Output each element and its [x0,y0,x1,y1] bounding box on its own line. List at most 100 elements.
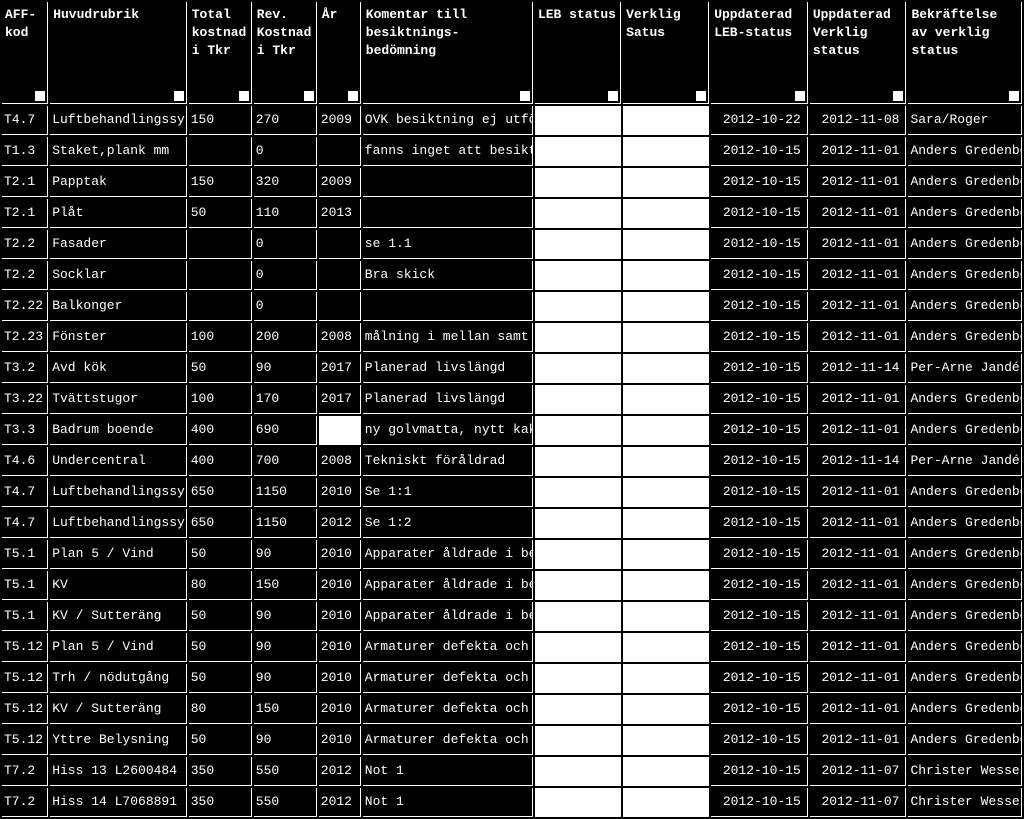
cell-rev: 1150 [254,509,317,538]
cell-rev: 0 [254,292,317,321]
cell-kom: Armaturer defekta och ej [363,726,533,755]
cell-rev: 0 [254,261,317,290]
cell-aff: T3.3 [2,416,48,445]
filter-handle-icon[interactable] [1009,91,1019,101]
cell-tot: 50 [189,633,252,662]
cell-ar: 2012 [319,757,361,786]
cell-verk [623,323,709,352]
cell-leb [535,137,621,166]
cell-tot: 50 [189,540,252,569]
cell-uverk: 2012-11-01 [810,261,907,290]
table-row: T5.12Trh / nödutgång50902010Armaturer de… [2,664,1022,693]
filter-handle-icon[interactable] [520,91,530,101]
cell-rub: Fasader [50,230,187,259]
cell-aff: T2.22 [2,292,48,321]
cell-uverk: 2012-11-01 [810,323,907,352]
cell-bek: Anders Gredenborg [908,261,1022,290]
cell-bek: Christer Wessel [908,757,1022,786]
col-header-2: Total kostnad i Tkr [189,2,252,104]
cell-aff: T5.12 [2,726,48,755]
cell-ar: 2010 [319,633,361,662]
cell-tot [189,292,252,321]
table-row: T2.22Balkonger02012-10-152012-11-01Ander… [2,292,1022,321]
cell-verk [623,106,709,135]
cell-tot: 80 [189,571,252,600]
filter-handle-icon[interactable] [893,91,903,101]
table-row: T2.23Fönster1002002008målning i mellan s… [2,323,1022,352]
cell-rub: Badrum boende [50,416,187,445]
cell-tot: 100 [189,385,252,414]
cell-leb [535,509,621,538]
cell-rub: Socklar [50,261,187,290]
cell-ar: 2010 [319,571,361,600]
col-header-8: Uppdaterad LEB-status [711,2,808,104]
table-row: T4.7Luftbehandlingssys1502702009OVK besi… [2,106,1022,135]
cell-tot: 50 [189,664,252,693]
cell-tot [189,261,252,290]
cell-kom: Armaturer defekta och ej [363,695,533,724]
cell-aff: T3.2 [2,354,48,383]
table-row: T7.2Hiss 14 L70688913505502012Not 12012-… [2,788,1022,817]
cell-uleb: 2012-10-15 [711,354,808,383]
cell-kom: Apparater åldrade i bel. [363,602,533,631]
filter-handle-icon[interactable] [348,91,358,101]
filter-handle-icon[interactable] [304,91,314,101]
cell-rub: Undercentral [50,447,187,476]
cell-leb [535,571,621,600]
cell-rub: Fönster [50,323,187,352]
cell-tot: 50 [189,726,252,755]
filter-handle-icon[interactable] [696,91,706,101]
table-row: T2.1Papptak15032020092012-10-152012-11-0… [2,168,1022,197]
cell-leb [535,323,621,352]
cell-uverk: 2012-11-01 [810,695,907,724]
cell-verk [623,354,709,383]
cell-leb [535,106,621,135]
cell-aff: T2.1 [2,168,48,197]
cell-rub: Yttre Belysning [50,726,187,755]
cell-uverk: 2012-11-01 [810,726,907,755]
cell-ar [319,261,361,290]
cell-rev: 700 [254,447,317,476]
filter-handle-icon[interactable] [795,91,805,101]
cell-rub: Trh / nödutgång [50,664,187,693]
cell-leb [535,292,621,321]
cell-ar [319,292,361,321]
cell-ar: 2009 [319,168,361,197]
filter-handle-icon[interactable] [174,91,184,101]
cell-uleb: 2012-10-15 [711,726,808,755]
cell-uverk: 2012-11-01 [810,478,907,507]
cell-ar: 2017 [319,354,361,383]
cell-kom: Armaturer defekta och ej [363,633,533,662]
cell-kom: OVK besiktning ej utförd [363,106,533,135]
cell-verk [623,540,709,569]
cell-uverk: 2012-11-01 [810,633,907,662]
cell-uleb: 2012-10-15 [711,664,808,693]
cell-uleb: 2012-10-15 [711,602,808,631]
cell-kom: Apparater åldrade i bel. [363,571,533,600]
cell-rev: 270 [254,106,317,135]
cell-tot: 400 [189,447,252,476]
cell-tot: 50 [189,602,252,631]
cell-rev: 200 [254,323,317,352]
cell-bek: Anders Gredenborg [908,292,1022,321]
cell-aff: T4.6 [2,447,48,476]
col-header-6: LEB status [535,2,621,104]
cell-bek: Anders Gredenborg [908,509,1022,538]
cell-rev: 1150 [254,478,317,507]
cell-rub: Plåt [50,199,187,228]
table-row: T5.1KV801502010Apparater åldrade i bel.2… [2,571,1022,600]
cell-aff: T7.2 [2,757,48,786]
filter-handle-icon[interactable] [608,91,618,101]
table-row: T2.2Fasader0se 1.12012-10-152012-11-01An… [2,230,1022,259]
cell-uverk: 2012-11-07 [810,788,907,817]
filter-handle-icon[interactable] [239,91,249,101]
cell-leb [535,199,621,228]
cell-tot: 350 [189,757,252,786]
cell-ar: WHITE [319,416,361,445]
cell-leb [535,540,621,569]
cell-rev: 90 [254,633,317,662]
cell-uleb: 2012-10-15 [711,757,808,786]
filter-handle-icon[interactable] [35,91,45,101]
cell-kom: Se 1:2 [363,509,533,538]
cell-uleb: 2012-10-15 [711,695,808,724]
